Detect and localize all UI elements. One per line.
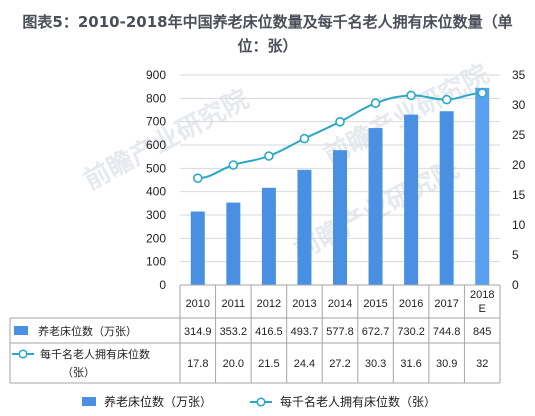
x-category-label: 2012 bbox=[257, 298, 281, 310]
table-value: 30.3 bbox=[365, 358, 386, 370]
bar bbox=[475, 87, 490, 285]
table-value: 845 bbox=[473, 326, 491, 338]
y-right-tick-label: 10 bbox=[512, 218, 526, 232]
bar bbox=[404, 114, 419, 286]
x-category-label: 2010 bbox=[186, 298, 210, 310]
y-left-tick-label: 900 bbox=[146, 68, 166, 82]
bar bbox=[226, 202, 241, 285]
x-category-label: 2017 bbox=[434, 298, 458, 310]
y-left-tick-label: 0 bbox=[159, 278, 166, 292]
y-left-tick-label: 400 bbox=[146, 185, 166, 199]
table-value: 493.7 bbox=[291, 326, 319, 338]
y-right-tick-label: 0 bbox=[512, 278, 519, 292]
table-value: 24.4 bbox=[294, 358, 315, 370]
x-category-label: 2014 bbox=[328, 298, 352, 310]
table-value: 30.9 bbox=[436, 358, 457, 370]
table-value: 353.2 bbox=[220, 326, 248, 338]
bar bbox=[190, 211, 205, 285]
bar bbox=[439, 111, 454, 285]
table-value: 314.9 bbox=[184, 326, 212, 338]
table-value: 730.2 bbox=[397, 326, 425, 338]
table-value: 672.7 bbox=[362, 326, 390, 338]
y-left-tick-label: 200 bbox=[146, 231, 166, 245]
line-marker bbox=[335, 117, 345, 127]
line-marker bbox=[477, 88, 488, 98]
line-marker bbox=[370, 98, 381, 108]
y-left-tick-label: 600 bbox=[146, 138, 166, 152]
bar bbox=[261, 187, 276, 285]
y-left-tick-label: 300 bbox=[146, 208, 166, 222]
x-category-label: 2016 bbox=[399, 298, 423, 310]
line-series bbox=[192, 88, 488, 183]
bar bbox=[333, 150, 347, 285]
y-right-tick-label: 15 bbox=[512, 188, 526, 202]
legend-label: 养老床位数（万张） bbox=[104, 394, 212, 409]
y-left-tick-label: 800 bbox=[146, 91, 166, 105]
chart-title-line-1: 图表5：2010-2018年中国养老床位数量及每千名老人拥有床位数量（单 bbox=[22, 13, 513, 31]
table-value: 27.2 bbox=[329, 358, 350, 370]
line-marker bbox=[406, 90, 416, 101]
legend-label: 每千名老人拥有床位数（张） bbox=[280, 394, 436, 409]
y-right-tick-label: 5 bbox=[512, 248, 519, 262]
legend-bar-swatch bbox=[82, 397, 96, 406]
table-value: 744.8 bbox=[433, 326, 461, 338]
line-marker bbox=[228, 160, 239, 170]
line-marker bbox=[441, 94, 452, 105]
table-value: 577.8 bbox=[326, 326, 354, 338]
line-marker bbox=[192, 173, 203, 183]
table-value: 17.8 bbox=[187, 358, 208, 370]
table-value: 416.5 bbox=[255, 326, 283, 338]
bar-series bbox=[190, 87, 490, 286]
table-value: 31.6 bbox=[400, 358, 421, 370]
legend: 养老床位数（万张） 每千名老人拥有床位数（张） bbox=[82, 394, 436, 409]
bar bbox=[368, 128, 383, 285]
table-row-label: 每千名老人拥有床位数 bbox=[40, 347, 150, 361]
line-marker bbox=[264, 151, 274, 161]
x-category-label: 2013 bbox=[292, 298, 316, 310]
table-value: 21.5 bbox=[258, 358, 279, 370]
table-legend-bar-swatch bbox=[14, 326, 28, 335]
y-left-tick-label: 500 bbox=[146, 161, 166, 175]
chart-title: 图表5：2010-2018年中国养老床位数量及每千名老人拥有床位数量（单 位：张… bbox=[0, 10, 535, 58]
data-table: 2010 2011 2012 2013 2014 2015 2016 2017 2018 E 养老床… bbox=[9, 284, 501, 384]
x-category-label: 2011 bbox=[222, 298, 246, 310]
y-right-tick-label: 30 bbox=[512, 98, 526, 112]
y-right-tick-label: 35 bbox=[512, 68, 526, 82]
line-marker bbox=[299, 133, 310, 144]
table-value: 20.0 bbox=[223, 358, 244, 370]
y-right-tick-label: 25 bbox=[512, 128, 526, 142]
table-row-label: （张） bbox=[62, 366, 95, 379]
chart-title-line-2: 位：张） bbox=[237, 37, 298, 55]
x-category-label: E bbox=[479, 303, 486, 315]
y-left-tick-label: 700 bbox=[146, 115, 166, 129]
y-right-tick-label: 20 bbox=[512, 158, 526, 172]
watermark: 前瞻产业研究院前瞻产业研究院前瞻产业研究院 bbox=[79, 58, 494, 266]
watermark-text: 前瞻产业研究院 bbox=[79, 83, 254, 196]
x-category-label: 2015 bbox=[363, 298, 387, 310]
y-left-tick-label: 100 bbox=[146, 255, 166, 269]
table-value: 32 bbox=[476, 358, 488, 370]
x-category-label: 2018 bbox=[470, 289, 494, 301]
table-legend-marker bbox=[18, 349, 28, 359]
legend-marker bbox=[256, 397, 266, 407]
bar bbox=[297, 169, 312, 285]
table-row-label: 养老床位数（万张） bbox=[38, 324, 137, 338]
